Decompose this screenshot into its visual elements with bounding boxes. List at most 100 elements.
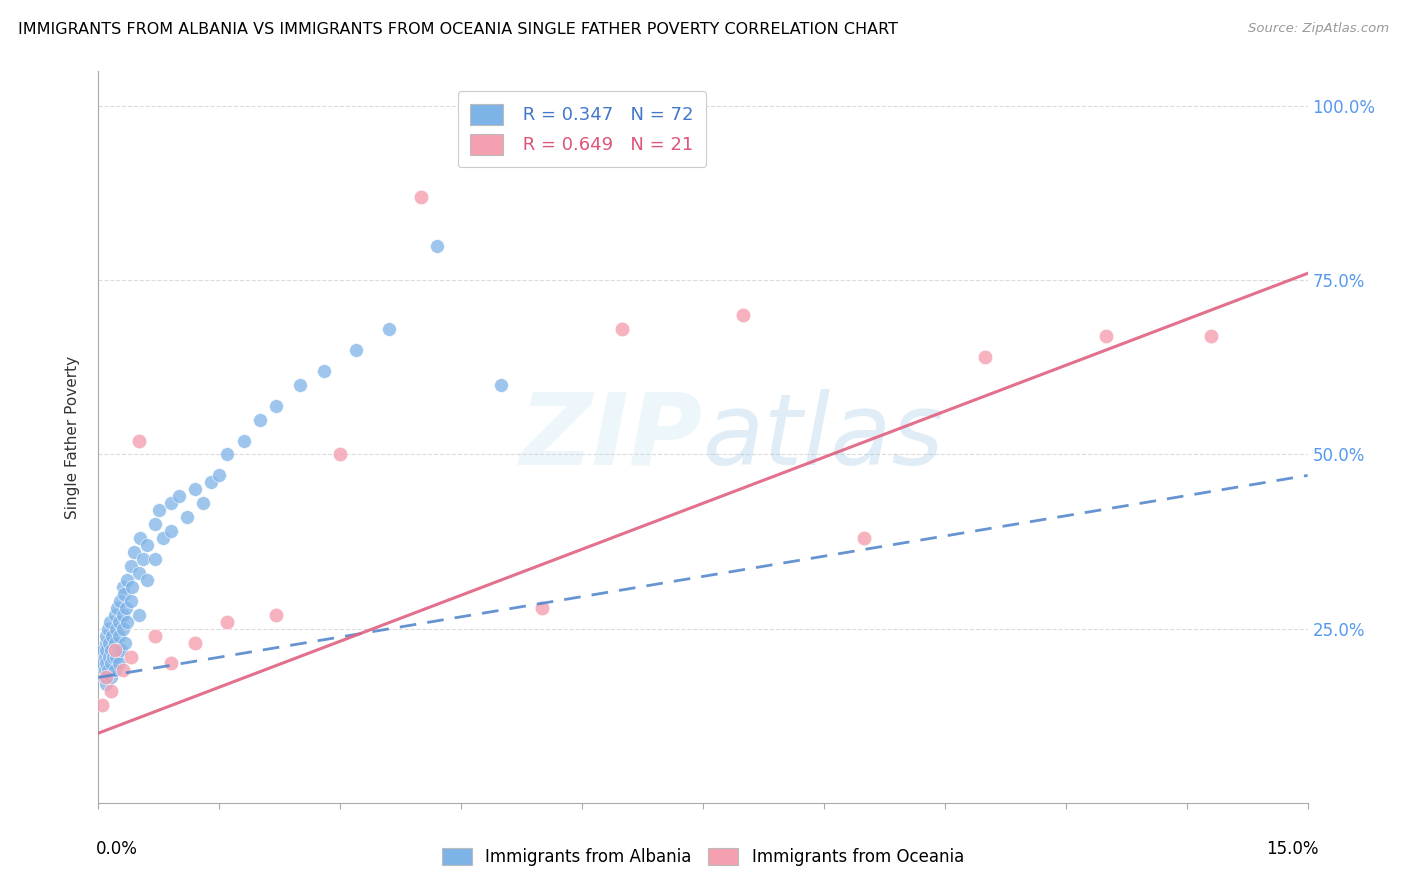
Point	[101, 649, 124, 664]
Point	[143, 629, 166, 643]
Point	[288, 377, 311, 392]
Point	[96, 677, 118, 691]
Point	[111, 622, 134, 636]
Point	[97, 649, 120, 664]
Point	[314, 364, 336, 378]
Point	[97, 635, 120, 649]
Point	[96, 670, 118, 684]
Point	[853, 531, 876, 545]
Point	[160, 496, 183, 510]
Point	[120, 649, 142, 664]
Point	[184, 635, 207, 649]
Point	[120, 594, 142, 608]
Point	[217, 615, 239, 629]
Point	[329, 448, 352, 462]
Point	[110, 642, 132, 657]
Point	[114, 635, 136, 649]
Point	[135, 573, 157, 587]
Point	[94, 635, 117, 649]
Point	[143, 517, 166, 532]
Point	[100, 684, 122, 698]
Point	[100, 670, 122, 684]
Point	[93, 670, 115, 684]
Point	[111, 580, 134, 594]
Point	[107, 615, 129, 629]
Point	[491, 377, 513, 392]
Point	[105, 649, 128, 664]
Point	[160, 657, 183, 671]
Point	[96, 629, 118, 643]
Point	[107, 657, 129, 671]
Point	[115, 573, 138, 587]
Point	[101, 629, 124, 643]
Point	[1199, 329, 1222, 343]
Point	[184, 483, 207, 497]
Point	[152, 531, 174, 545]
Point	[97, 622, 120, 636]
Point	[94, 664, 117, 678]
Point	[91, 642, 114, 657]
Legend: Immigrants from Albania, Immigrants from Oceania: Immigrants from Albania, Immigrants from…	[436, 841, 970, 873]
Point	[103, 635, 125, 649]
Point	[249, 412, 271, 426]
Text: atlas: atlas	[703, 389, 945, 485]
Point	[193, 496, 215, 510]
Point	[91, 698, 114, 713]
Point	[426, 238, 449, 252]
Point	[217, 448, 239, 462]
Point	[112, 587, 135, 601]
Point	[105, 622, 128, 636]
Point	[96, 657, 118, 671]
Point	[377, 322, 399, 336]
Point	[97, 664, 120, 678]
Point	[100, 657, 122, 671]
Point	[117, 615, 139, 629]
Point	[176, 510, 198, 524]
Point	[128, 607, 150, 622]
Point	[344, 343, 367, 357]
Point	[530, 600, 553, 615]
Point	[114, 600, 136, 615]
Text: Source: ZipAtlas.com: Source: ZipAtlas.com	[1249, 22, 1389, 36]
Point	[974, 350, 997, 364]
Point	[232, 434, 254, 448]
Point	[120, 558, 142, 573]
Point	[612, 322, 634, 336]
Y-axis label: Single Father Poverty: Single Father Poverty	[65, 356, 80, 518]
Point	[132, 552, 155, 566]
Point	[100, 642, 122, 657]
Text: ZIP: ZIP	[520, 389, 703, 485]
Text: IMMIGRANTS FROM ALBANIA VS IMMIGRANTS FROM OCEANIA SINGLE FATHER POVERTY CORRELA: IMMIGRANTS FROM ALBANIA VS IMMIGRANTS FR…	[18, 22, 898, 37]
Point	[103, 664, 125, 678]
Point	[733, 308, 755, 322]
Point	[98, 615, 121, 629]
Point	[1095, 329, 1118, 343]
Point	[148, 503, 170, 517]
Point	[264, 607, 287, 622]
Point	[264, 399, 287, 413]
Point	[111, 607, 134, 622]
Point	[103, 642, 125, 657]
Point	[135, 538, 157, 552]
Point	[103, 607, 125, 622]
Text: 15.0%: 15.0%	[1267, 840, 1319, 858]
Legend:  R = 0.347   N = 72,  R = 0.649   N = 21: R = 0.347 N = 72, R = 0.649 N = 21	[458, 91, 706, 168]
Point	[167, 489, 190, 503]
Point	[94, 649, 117, 664]
Point	[128, 434, 150, 448]
Point	[108, 629, 131, 643]
Point	[107, 642, 129, 657]
Point	[122, 545, 145, 559]
Point	[111, 664, 134, 678]
Text: 0.0%: 0.0%	[96, 840, 138, 858]
Point	[160, 524, 183, 538]
Point	[128, 566, 150, 580]
Point	[143, 552, 166, 566]
Point	[208, 468, 231, 483]
Point	[96, 642, 118, 657]
Point	[409, 190, 432, 204]
Point	[105, 600, 128, 615]
Point	[108, 594, 131, 608]
Point	[121, 580, 143, 594]
Point	[129, 531, 152, 545]
